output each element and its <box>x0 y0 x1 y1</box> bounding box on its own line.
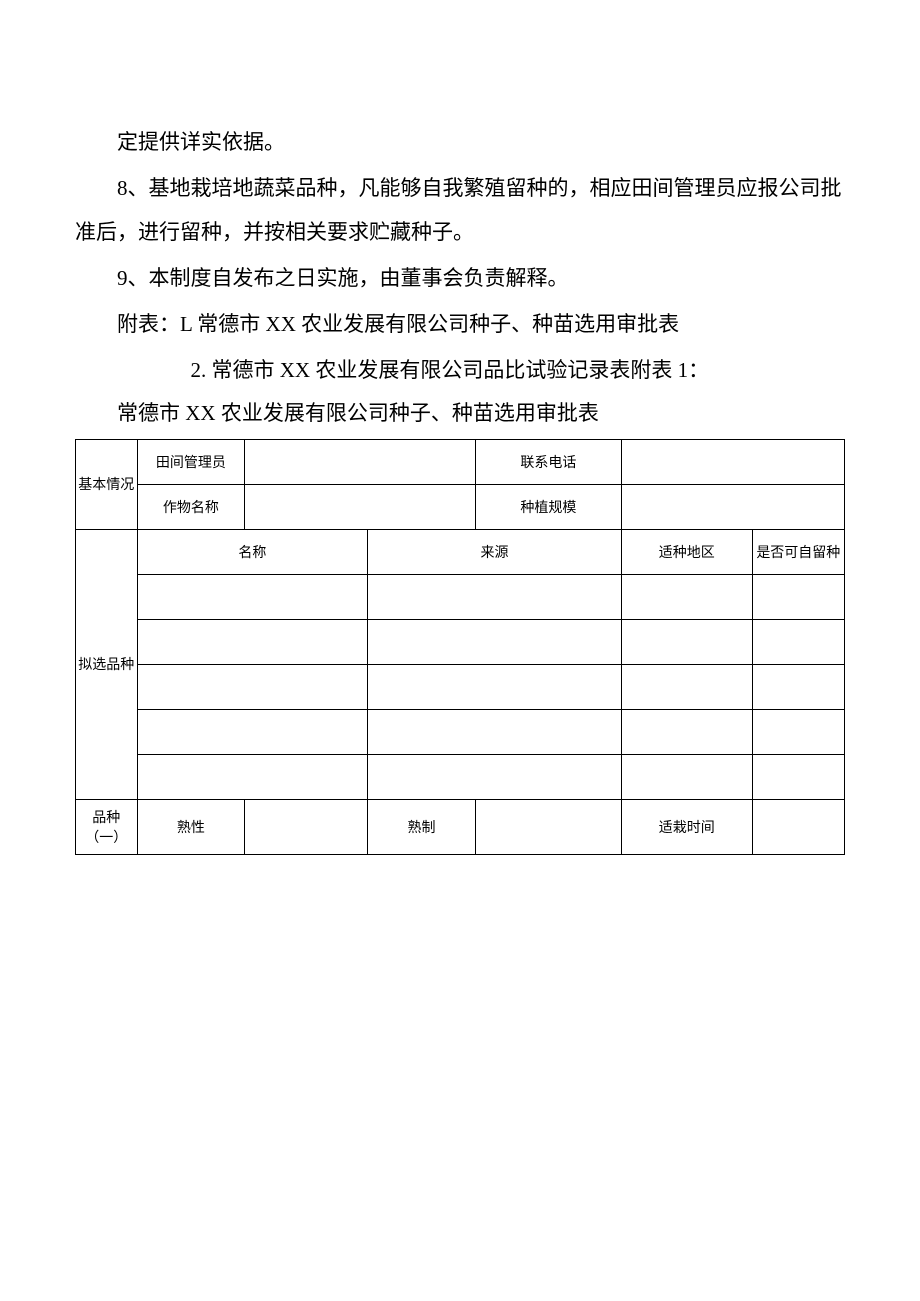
section-label-basic: 基本情况 <box>76 439 138 529</box>
cell-empty <box>752 754 844 799</box>
table-row: 作物名称 种植规模 <box>76 484 845 529</box>
paragraph-4: 附表：L 常德市 XX 农业发展有限公司种子、种苗选用审批表 <box>75 302 845 346</box>
approval-table: 基本情况 田间管理员 联系电话 作物名称 种植规模 拟选品种 名称 来源 适种地… <box>75 439 845 855</box>
table-row <box>76 709 845 754</box>
cell-value <box>621 484 844 529</box>
section-label-variety: 拟选品种 <box>76 529 138 799</box>
table-row: 基本情况 田间管理员 联系电话 <box>76 439 845 484</box>
header-name: 名称 <box>137 529 368 574</box>
cell-empty <box>752 664 844 709</box>
paragraph-1: 定提供详实依据。 <box>75 120 845 164</box>
cell-empty <box>621 619 752 664</box>
cell-empty <box>368 574 622 619</box>
cell-label: 种植规模 <box>475 484 621 529</box>
cell-empty <box>137 754 368 799</box>
cell-label: 联系电话 <box>475 439 621 484</box>
cell-value <box>245 439 476 484</box>
document-body: 定提供详实依据。 8、基地栽培地蔬菜品种，凡能够自我繁殖留种的，相应田间管理员应… <box>75 120 845 427</box>
cell-empty <box>368 664 622 709</box>
cell-value <box>475 799 621 854</box>
header-region: 适种地区 <box>621 529 752 574</box>
header-source: 来源 <box>368 529 622 574</box>
cell-empty <box>368 754 622 799</box>
table-row: 拟选品种 名称 来源 适种地区 是否可自留种 <box>76 529 845 574</box>
paragraph-5: 2. 常德市 XX 农业发展有限公司品比试验记录表附表 1： <box>75 348 845 392</box>
cell-empty <box>621 574 752 619</box>
cell-empty <box>621 664 752 709</box>
cell-empty <box>752 619 844 664</box>
paragraph-3: 9、本制度自发布之日实施，由董事会负责解释。 <box>75 256 845 300</box>
cell-empty <box>752 709 844 754</box>
cell-empty <box>137 574 368 619</box>
table-row <box>76 754 845 799</box>
table-row <box>76 619 845 664</box>
cell-empty <box>137 664 368 709</box>
cell-label: 适栽时间 <box>621 799 752 854</box>
cell-value <box>621 439 844 484</box>
table-title: 常德市 XX 农业发展有限公司种子、种苗选用审批表 <box>75 397 845 427</box>
table-row: 品种（一） 熟性 熟制 适栽时间 <box>76 799 845 854</box>
cell-label: 熟制 <box>368 799 476 854</box>
table-row <box>76 664 845 709</box>
cell-empty <box>137 709 368 754</box>
cell-value <box>245 484 476 529</box>
cell-empty <box>752 574 844 619</box>
cell-empty <box>137 619 368 664</box>
table-row <box>76 574 845 619</box>
paragraph-2: 8、基地栽培地蔬菜品种，凡能够自我繁殖留种的，相应田间管理员应报公司批准后，进行… <box>75 166 845 254</box>
cell-empty <box>621 709 752 754</box>
cell-empty <box>368 619 622 664</box>
cell-empty <box>368 709 622 754</box>
cell-empty <box>621 754 752 799</box>
cell-label: 作物名称 <box>137 484 245 529</box>
header-self-keep: 是否可自留种 <box>752 529 844 574</box>
section-label-variety-one: 品种（一） <box>76 799 138 854</box>
cell-value <box>752 799 844 854</box>
cell-label: 田间管理员 <box>137 439 245 484</box>
cell-value <box>245 799 368 854</box>
cell-label: 熟性 <box>137 799 245 854</box>
